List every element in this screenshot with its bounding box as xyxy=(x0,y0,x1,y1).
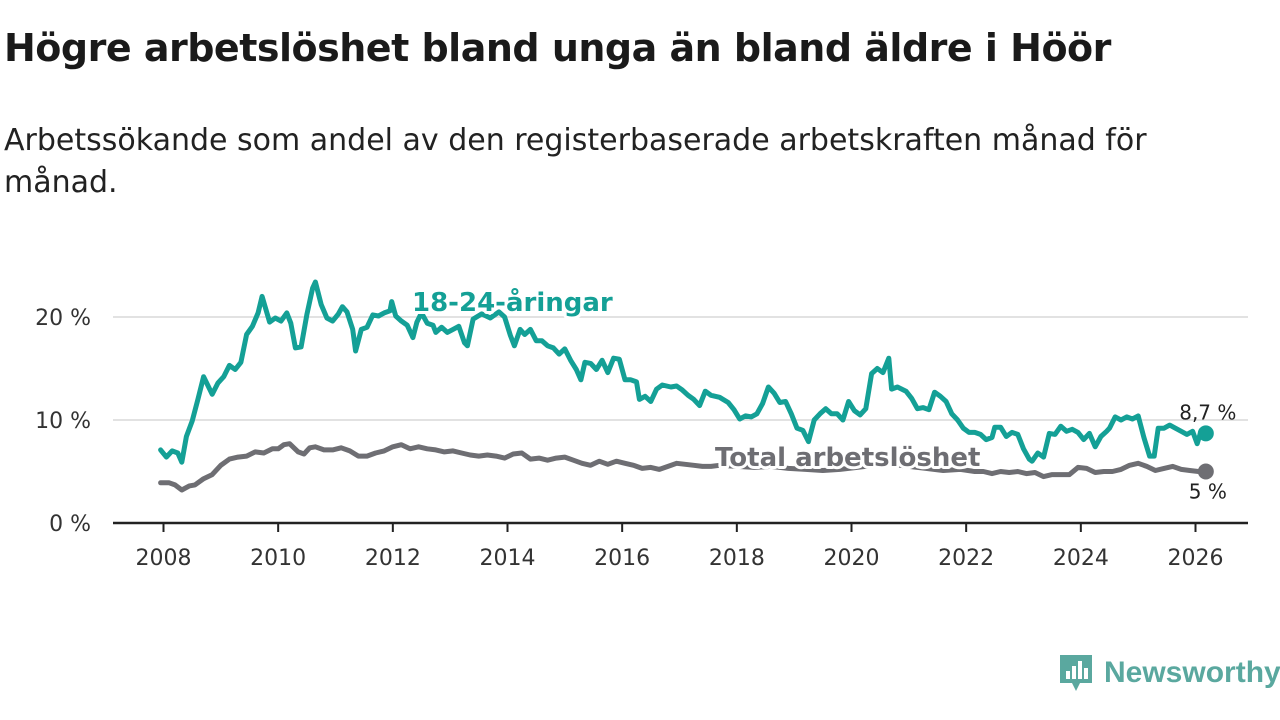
newsworthy-logo-icon xyxy=(1060,655,1092,691)
end-label-youth: 8,7 % xyxy=(1179,400,1236,424)
x-tick-label: 2014 xyxy=(480,546,536,571)
y-tick-label: 10 % xyxy=(35,409,91,434)
x-tick-label: 2024 xyxy=(1053,546,1109,571)
x-tick-label: 2010 xyxy=(250,546,306,571)
x-tick-label: 2012 xyxy=(365,546,421,571)
series-label-youth: 18-24-åringar xyxy=(412,286,613,318)
end-point-youth xyxy=(1197,425,1214,442)
chart-subtitle: Arbetssökande som andel av den registerb… xyxy=(4,123,1147,200)
x-tick-label: 2022 xyxy=(938,546,994,571)
x-tick-label: 2008 xyxy=(136,546,192,571)
y-tick-label: 20 % xyxy=(35,306,91,331)
x-tick-label: 2016 xyxy=(594,546,650,571)
series-labels: 18-24-åringar Total arbetslöshet 8,7 % 5 % xyxy=(409,283,1236,504)
x-tick-label: 2018 xyxy=(709,546,765,571)
series-lines xyxy=(158,279,1214,493)
x-tick-label: 2020 xyxy=(824,546,880,571)
brand-logo: Newsworthy xyxy=(1058,652,1280,694)
y-axis-labels: 0 % 10 % 20 % xyxy=(35,306,91,537)
series-line-total xyxy=(158,441,1209,493)
end-label-total: 5 % xyxy=(1189,480,1227,504)
gridlines xyxy=(113,316,1248,421)
end-point-total xyxy=(1197,463,1214,480)
chart-title: Högre arbetslöshet bland unga än bland ä… xyxy=(4,26,1111,70)
series-label-total: Total arbetslöshet xyxy=(715,443,980,473)
brand-name: Newsworthy xyxy=(1104,656,1280,689)
x-axis: 2008 2010 2012 2014 2016 2018 2020 2022 2024 2026 xyxy=(113,521,1248,571)
x-tick-label: 2026 xyxy=(1168,546,1224,571)
series-line-youth xyxy=(158,279,1209,465)
y-tick-label: 0 % xyxy=(49,512,91,537)
